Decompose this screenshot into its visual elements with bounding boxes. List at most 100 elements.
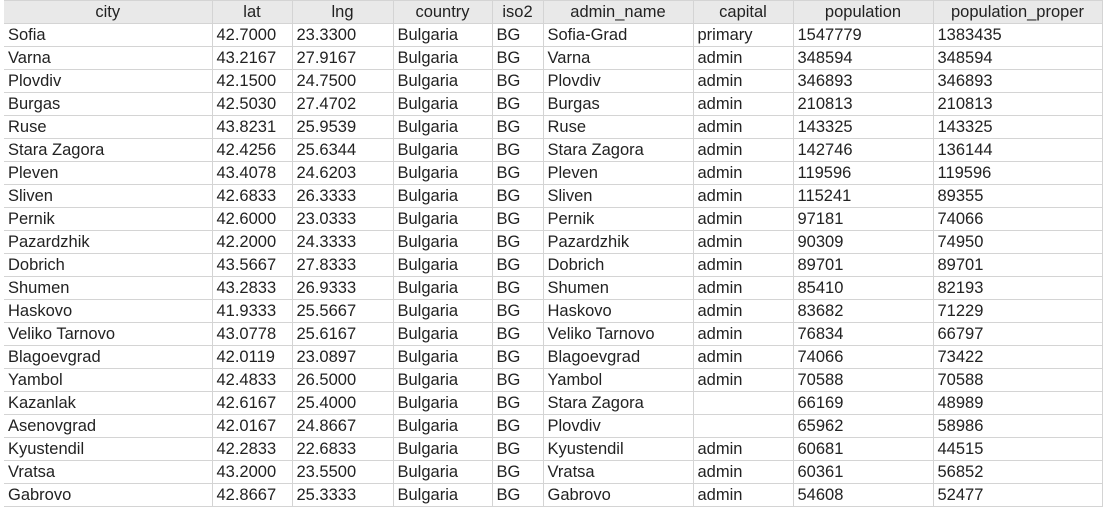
table-row[interactable]: Varna 43.2167 27.9167 Bulgaria BG Varna admin 3… bbox=[4, 46, 1103, 70]
cell-city[interactable]: Ruse bbox=[4, 115, 213, 139]
cell-lng[interactable]: 24.3333 bbox=[291, 230, 394, 254]
cell-country[interactable]: Bulgaria bbox=[392, 115, 493, 139]
cell-city[interactable]: Sliven bbox=[4, 184, 213, 208]
cell-country[interactable]: Bulgaria bbox=[392, 230, 493, 254]
cell-population-proper[interactable]: 58986 bbox=[932, 414, 1103, 438]
cell-iso2[interactable]: BG bbox=[491, 46, 544, 70]
cell-population[interactable]: 143325 bbox=[792, 115, 934, 139]
cell-lng[interactable]: 25.6167 bbox=[291, 322, 394, 346]
cell-lat[interactable]: 42.4256 bbox=[211, 138, 293, 162]
cell-lng[interactable]: 23.5500 bbox=[291, 460, 394, 484]
cell-country[interactable]: Bulgaria bbox=[392, 161, 493, 185]
cell-population-proper[interactable]: 74950 bbox=[932, 230, 1103, 254]
cell-lng[interactable]: 27.8333 bbox=[291, 253, 394, 277]
cell-lat[interactable]: 42.0119 bbox=[211, 345, 293, 369]
column-header-population-proper[interactable]: population_proper bbox=[932, 0, 1103, 24]
cell-population[interactable]: 119596 bbox=[792, 161, 934, 185]
cell-iso2[interactable]: BG bbox=[491, 437, 544, 461]
cell-population[interactable]: 210813 bbox=[792, 92, 934, 116]
cell-iso2[interactable]: BG bbox=[491, 414, 544, 438]
cell-population-proper[interactable]: 89701 bbox=[932, 253, 1103, 277]
cell-lat[interactable]: 42.2833 bbox=[211, 437, 293, 461]
table-row[interactable]: Pernik 42.6000 23.0333 Bulgaria BG Pernik admi… bbox=[4, 207, 1103, 231]
cell-lat[interactable]: 43.2000 bbox=[211, 460, 293, 484]
cell-city[interactable]: Haskovo bbox=[4, 299, 213, 323]
cell-capital[interactable] bbox=[692, 414, 794, 438]
cell-iso2[interactable]: BG bbox=[491, 92, 544, 116]
cell-lng[interactable]: 22.6833 bbox=[291, 437, 394, 461]
table-row[interactable]: Kyustendil 42.2833 22.6833 Bulgaria BG Kyuste… bbox=[4, 437, 1103, 461]
cell-city[interactable]: Burgas bbox=[4, 92, 213, 116]
cell-population[interactable]: 76834 bbox=[792, 322, 934, 346]
cell-city[interactable]: Vratsa bbox=[4, 460, 213, 484]
cell-admin-name[interactable]: Yambol bbox=[542, 368, 694, 392]
cell-admin-name[interactable]: Gabrovo bbox=[542, 483, 694, 507]
cell-lat[interactable]: 42.4833 bbox=[211, 368, 293, 392]
cell-lng[interactable]: 23.0897 bbox=[291, 345, 394, 369]
cell-city[interactable]: Gabrovo bbox=[4, 483, 213, 507]
cell-population[interactable]: 346893 bbox=[792, 69, 934, 93]
cell-capital[interactable]: admin bbox=[692, 115, 794, 139]
cell-population-proper[interactable]: 136144 bbox=[932, 138, 1103, 162]
table-row[interactable]: Ruse 43.8231 25.9539 Bulgaria BG Ruse admin 143… bbox=[4, 115, 1103, 139]
cell-iso2[interactable]: BG bbox=[491, 322, 544, 346]
cell-admin-name[interactable]: Stara Zagora bbox=[542, 138, 694, 162]
cell-population[interactable]: 115241 bbox=[792, 184, 934, 208]
cell-city[interactable]: Pleven bbox=[4, 161, 213, 185]
table-row[interactable]: Shumen 43.2833 26.9333 Bulgaria BG Shumen admi… bbox=[4, 276, 1103, 300]
cell-lng[interactable]: 27.9167 bbox=[291, 46, 394, 70]
table-row[interactable]: Gabrovo 42.8667 25.3333 Bulgaria BG Gabrovo ad… bbox=[4, 483, 1103, 507]
cell-capital[interactable]: admin bbox=[692, 345, 794, 369]
cell-country[interactable]: Bulgaria bbox=[392, 69, 493, 93]
cell-city[interactable]: Shumen bbox=[4, 276, 213, 300]
cell-lng[interactable]: 26.3333 bbox=[291, 184, 394, 208]
cell-population[interactable]: 348594 bbox=[792, 46, 934, 70]
cell-lat[interactable]: 42.8667 bbox=[211, 483, 293, 507]
cell-admin-name[interactable]: Pleven bbox=[542, 161, 694, 185]
cell-population-proper[interactable]: 44515 bbox=[932, 437, 1103, 461]
cell-admin-name[interactable]: Haskovo bbox=[542, 299, 694, 323]
table-row[interactable]: Sofia 42.7000 23.3300 Bulgaria BG Sofia-Grad p… bbox=[4, 23, 1103, 47]
table-row[interactable]: Blagoevgrad 42.0119 23.0897 Bulgaria BG Blago… bbox=[4, 345, 1103, 369]
table-row[interactable]: Stara Zagora 42.4256 25.6344 Bulgaria BG Star… bbox=[4, 138, 1103, 162]
cell-lng[interactable]: 25.5667 bbox=[291, 299, 394, 323]
cell-population-proper[interactable]: 66797 bbox=[932, 322, 1103, 346]
cell-capital[interactable]: admin bbox=[692, 322, 794, 346]
table-row[interactable]: Asenovgrad 42.0167 24.8667 Bulgaria BG Plovdi… bbox=[4, 414, 1103, 438]
cell-admin-name[interactable]: Sliven bbox=[542, 184, 694, 208]
cell-population[interactable]: 70588 bbox=[792, 368, 934, 392]
cell-admin-name[interactable]: Stara Zagora bbox=[542, 391, 694, 415]
cell-population[interactable]: 142746 bbox=[792, 138, 934, 162]
cell-city[interactable]: Dobrich bbox=[4, 253, 213, 277]
cell-population-proper[interactable]: 52477 bbox=[932, 483, 1103, 507]
table-row[interactable]: Plovdiv 42.1500 24.7500 Bulgaria BG Plovdiv ad… bbox=[4, 69, 1103, 93]
cell-country[interactable]: Bulgaria bbox=[392, 414, 493, 438]
cell-capital[interactable]: admin bbox=[692, 207, 794, 231]
cell-capital[interactable]: admin bbox=[692, 184, 794, 208]
cell-city[interactable]: Veliko Tarnovo bbox=[4, 322, 213, 346]
cell-population[interactable]: 89701 bbox=[792, 253, 934, 277]
cell-country[interactable]: Bulgaria bbox=[392, 276, 493, 300]
cell-iso2[interactable]: BG bbox=[491, 391, 544, 415]
cell-lat[interactable]: 42.1500 bbox=[211, 69, 293, 93]
cell-lat[interactable]: 41.9333 bbox=[211, 299, 293, 323]
cell-lat[interactable]: 43.2833 bbox=[211, 276, 293, 300]
column-header-iso2[interactable]: iso2 bbox=[491, 0, 544, 24]
cell-iso2[interactable]: BG bbox=[491, 368, 544, 392]
cell-country[interactable]: Bulgaria bbox=[392, 368, 493, 392]
cell-capital[interactable]: primary bbox=[692, 23, 794, 47]
cell-country[interactable]: Bulgaria bbox=[392, 253, 493, 277]
cell-lng[interactable]: 23.0333 bbox=[291, 207, 394, 231]
table-row[interactable]: Sliven 42.6833 26.3333 Bulgaria BG Sliven admi… bbox=[4, 184, 1103, 208]
table-row[interactable]: Vratsa 43.2000 23.5500 Bulgaria BG Vratsa admi… bbox=[4, 460, 1103, 484]
column-header-population[interactable]: population bbox=[792, 0, 934, 24]
cell-capital[interactable] bbox=[692, 391, 794, 415]
table-row[interactable]: Kazanlak 42.6167 25.4000 Bulgaria BG Stara Za… bbox=[4, 391, 1103, 415]
cell-capital[interactable]: admin bbox=[692, 230, 794, 254]
cell-admin-name[interactable]: Varna bbox=[542, 46, 694, 70]
cell-population-proper[interactable]: 210813 bbox=[932, 92, 1103, 116]
cell-city[interactable]: Kyustendil bbox=[4, 437, 213, 461]
column-header-admin-name[interactable]: admin_name bbox=[542, 0, 694, 24]
cell-city[interactable]: Pazardzhik bbox=[4, 230, 213, 254]
cell-lat[interactable]: 42.5030 bbox=[211, 92, 293, 116]
